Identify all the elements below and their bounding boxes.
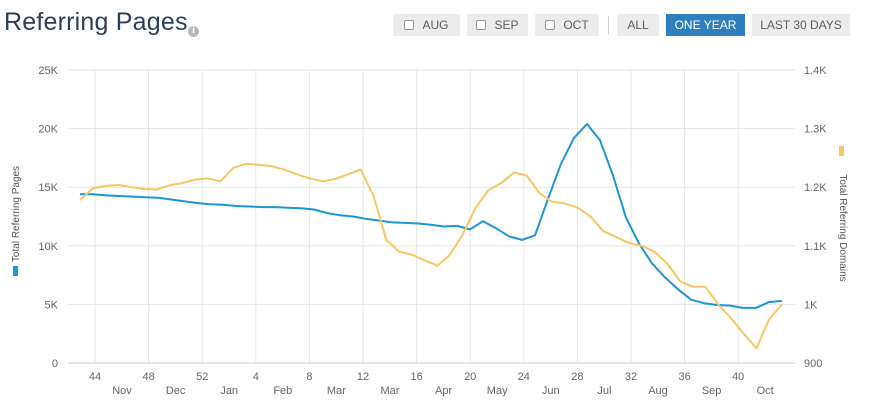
y-right-axis-title: Total Referring Domains (837, 174, 848, 281)
y-right-tick-label: 1K (804, 299, 818, 311)
x-week-tick-label: 4 (253, 371, 259, 383)
x-month-tick-label: Sep (702, 385, 722, 397)
x-week-tick-label: 20 (464, 371, 476, 383)
y-right-tick-label: 1.1K (804, 241, 827, 253)
x-week-tick-label: 24 (518, 371, 530, 383)
x-month-tick-label: Jul (597, 385, 611, 397)
range-last-30-days-button[interactable]: LAST 30 DAYS (752, 14, 850, 36)
y-left-tick-label: 5K (45, 299, 59, 311)
x-week-tick-label: 16 (410, 371, 422, 383)
x-month-tick-label: Apr (435, 385, 452, 397)
button-divider (608, 16, 609, 34)
x-week-tick-label: 48 (142, 371, 154, 383)
y-right-tick-label: 900 (804, 358, 822, 370)
series-line-referring-domains (79, 162, 783, 350)
y-left-tick-label: 10K (38, 241, 58, 253)
x-month-tick-label: Feb (273, 385, 292, 397)
x-month-tick-label: Aug (648, 385, 668, 397)
x-month-tick-label: Oct (757, 385, 774, 397)
y-left-axis-swatch (13, 266, 18, 276)
y-right-tick-label: 1.3K (804, 124, 827, 136)
series-line-referring-pages (80, 122, 783, 309)
x-month-tick-label: Nov (112, 385, 132, 397)
y-right-tick-label: 1.2K (804, 182, 827, 194)
x-week-tick-label: 32 (625, 371, 637, 383)
oct-label: OCT (563, 18, 589, 32)
range-one-year-button[interactable]: ONE YEAR (666, 14, 745, 36)
oct-checkbox[interactable] (545, 20, 556, 30)
filter-aug-button[interactable]: AUG (393, 14, 460, 36)
x-week-tick-label: 28 (571, 371, 583, 383)
sep-checkbox[interactable] (476, 20, 487, 30)
aug-label: AUG (422, 18, 449, 32)
x-month-tick-label: Jan (220, 385, 238, 397)
y-left-tick-label: 0 (52, 358, 58, 370)
x-month-tick-label: May (487, 385, 508, 397)
y-right-tick-label: 1.4K (804, 65, 827, 77)
aug-checkbox[interactable] (404, 20, 415, 30)
sep-label: SEP (494, 18, 519, 32)
filter-oct-button[interactable]: OCT (535, 14, 599, 36)
y-left-axis-title: Total Referring Pages (11, 166, 22, 262)
x-week-tick-label: 40 (732, 371, 744, 383)
x-month-tick-label: Mar (327, 385, 346, 397)
info-icon[interactable]: i (188, 26, 199, 37)
x-week-tick-label: 8 (306, 371, 312, 383)
x-week-tick-label: 52 (196, 371, 208, 383)
y-left-tick-label: 20K (38, 124, 58, 136)
filter-sep-button[interactable]: SEP (467, 14, 528, 36)
y-right-axis-swatch (839, 146, 844, 156)
page-title: Referring Pages (4, 8, 188, 36)
x-week-tick-label: 12 (357, 371, 369, 383)
x-month-tick-label: Mar (381, 385, 400, 397)
range-all-button[interactable]: ALL (617, 14, 659, 36)
x-week-tick-label: 44 (89, 371, 101, 383)
x-week-tick-label: 36 (678, 371, 690, 383)
x-month-tick-label: Jun (542, 385, 560, 397)
x-month-tick-label: Dec (166, 385, 186, 397)
y-left-tick-label: 15K (38, 182, 58, 194)
y-left-tick-label: 25K (38, 65, 58, 77)
